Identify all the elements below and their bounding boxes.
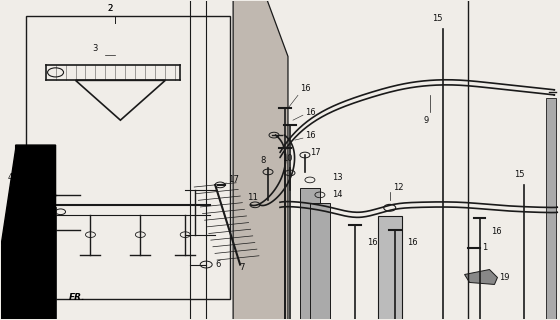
Polygon shape xyxy=(465,269,497,284)
Text: 2: 2 xyxy=(108,4,113,13)
Bar xyxy=(310,203,330,320)
Text: 10: 10 xyxy=(282,154,292,163)
Text: 3: 3 xyxy=(93,44,98,53)
Text: 5: 5 xyxy=(40,173,45,182)
Text: 11: 11 xyxy=(247,193,258,202)
Text: 2: 2 xyxy=(108,4,113,13)
Polygon shape xyxy=(233,0,288,320)
Bar xyxy=(378,216,402,320)
Text: 17: 17 xyxy=(310,148,320,156)
Text: 6: 6 xyxy=(215,260,221,269)
Text: 7: 7 xyxy=(239,263,245,272)
Text: 17: 17 xyxy=(228,175,239,184)
FancyArrow shape xyxy=(0,145,55,320)
Text: 1: 1 xyxy=(483,243,488,252)
Text: 19: 19 xyxy=(500,273,510,282)
Bar xyxy=(300,188,320,320)
Text: 16: 16 xyxy=(492,227,502,236)
Text: 16: 16 xyxy=(367,238,377,247)
Text: 4: 4 xyxy=(8,173,13,182)
Text: 16: 16 xyxy=(407,238,417,247)
Text: FR.: FR. xyxy=(68,293,85,302)
Text: 13: 13 xyxy=(332,173,343,182)
Bar xyxy=(547,98,556,320)
Text: 18: 18 xyxy=(6,213,16,222)
Text: 8: 8 xyxy=(260,156,266,164)
Text: 9: 9 xyxy=(423,116,428,125)
Text: 16: 16 xyxy=(300,84,311,93)
Text: 16: 16 xyxy=(305,131,316,140)
Text: 16: 16 xyxy=(305,108,316,117)
Text: 15: 15 xyxy=(514,171,525,180)
Bar xyxy=(29,226,44,320)
Text: 15: 15 xyxy=(432,14,443,23)
Text: 14: 14 xyxy=(332,190,342,199)
Bar xyxy=(26,16,230,300)
Text: 12: 12 xyxy=(393,183,403,192)
Bar xyxy=(39,207,55,320)
